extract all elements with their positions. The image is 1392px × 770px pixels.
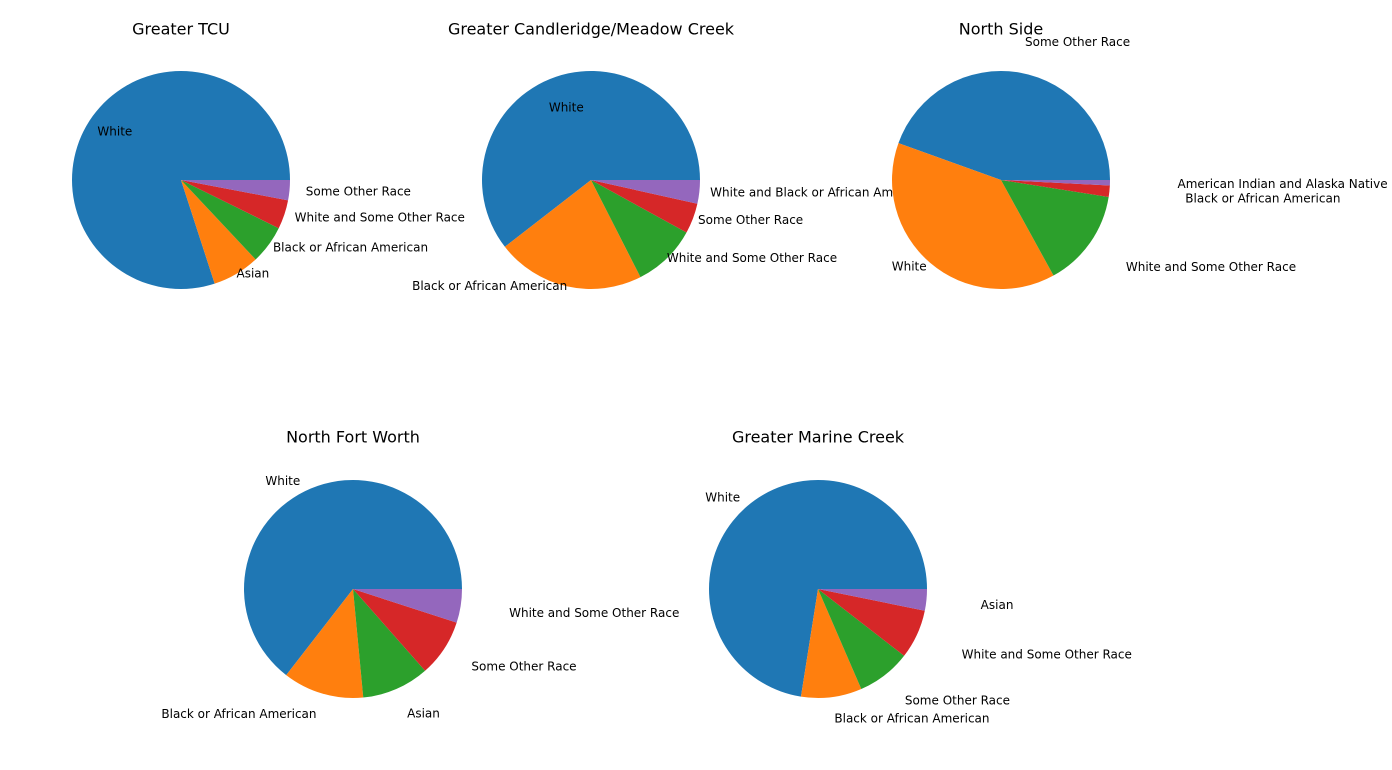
slice-label-asian: Asian [407, 707, 440, 721]
pie-north-fort-worth: North Fort Worth White Black or African Am… [161, 428, 679, 722]
slice-label-white-and-some-other-race: White and Some Other Race [962, 647, 1132, 661]
slice-label-white-and-black-or-african-american: White and Black or African American [710, 186, 930, 200]
pie-slice-white-and-some-other-race [818, 589, 925, 656]
slice-label-some-other-race: Some Other Race [905, 693, 1010, 707]
slice-label-black-or-african-american: Black or African American [161, 707, 316, 721]
pie-title: Greater TCU [132, 20, 230, 39]
pie-slice-some-other-race [591, 180, 698, 233]
pie-slice-white-and-some-other-race [591, 180, 687, 278]
slice-label-black-or-african-american: Black or African American [273, 241, 428, 255]
pie-slice-asian [818, 589, 927, 611]
slice-label-white: White [549, 100, 584, 114]
slice-label-some-other-race: Some Other Race [471, 659, 576, 673]
pie-slice-white [243, 479, 462, 676]
slice-label-white-and-some-other-race: White and Some Other Race [1126, 260, 1296, 274]
slice-label-american-indian-and-alaska-native: American Indian and Alaska Native [1178, 177, 1388, 191]
pie-slice-some-other-race [353, 589, 457, 671]
slice-label-asian: Asian [236, 266, 269, 280]
pie-slice-some-other-race [181, 180, 290, 201]
pie-slice-white-and-black-or-african-american [591, 180, 700, 204]
pie-slice-american-indian-and-alaska-native [1001, 180, 1110, 186]
pie-title: Greater Candleridge/Meadow Creek [448, 20, 735, 39]
pie-slice-white-and-some-other-race [353, 589, 462, 623]
slice-label-white-and-some-other-race: White and Some Other Race [295, 211, 465, 225]
pie-slice-white [71, 70, 291, 289]
slice-label-some-other-race: Some Other Race [1025, 35, 1130, 49]
slice-label-black-or-african-american: Black or African American [834, 711, 989, 725]
pie-slice-white-and-some-other-race [181, 180, 289, 229]
pie-slice-asian [181, 180, 256, 284]
pie-slice-white [481, 70, 700, 247]
pie-greater-tcu: Greater TCU White Asian Black or African Am… [71, 20, 465, 289]
pie-slice-black-or-african-american [800, 589, 862, 698]
slice-label-black-or-african-american: Black or African American [412, 279, 567, 293]
slice-label-some-other-race: Some Other Race [306, 184, 411, 198]
slice-label-white: White [705, 490, 740, 504]
slice-label-white: White [892, 260, 927, 274]
pie-slice-black-or-african-american [1001, 180, 1110, 198]
slice-label-white: White [97, 124, 132, 138]
pie-slice-white-and-some-other-race [1001, 180, 1109, 276]
slice-label-white: White [265, 474, 300, 488]
pie-slice-white [708, 479, 927, 697]
pie-title: North Side [959, 20, 1043, 39]
pie-slice-asian [353, 589, 426, 698]
pie-slice-some-other-race [818, 589, 905, 690]
pie-slice-black-or-african-american [181, 180, 279, 260]
pie-greater-candleridge-meadow-creek: Greater Candleridge/Meadow Creek White Bla… [412, 20, 930, 293]
slice-label-black-or-african-american: Black or African American [1185, 192, 1340, 206]
pie-slice-black-or-african-american [504, 180, 641, 290]
slice-label-some-other-race: Some Other Race [698, 213, 803, 227]
pie-slice-white [891, 143, 1054, 289]
pie-title: North Fort Worth [286, 428, 420, 447]
pie-title: Greater Marine Creek [732, 428, 905, 447]
slice-label-white-and-some-other-race: White and Some Other Race [509, 606, 679, 620]
slice-label-white-and-some-other-race: White and Some Other Race [667, 251, 837, 265]
pie-slice-some-other-race [898, 70, 1110, 180]
pie-greater-marine-creek: Greater Marine Creek White Black or Africa… [705, 428, 1132, 726]
slice-label-asian: Asian [981, 598, 1014, 612]
pie-slice-black-or-african-american [286, 589, 364, 698]
